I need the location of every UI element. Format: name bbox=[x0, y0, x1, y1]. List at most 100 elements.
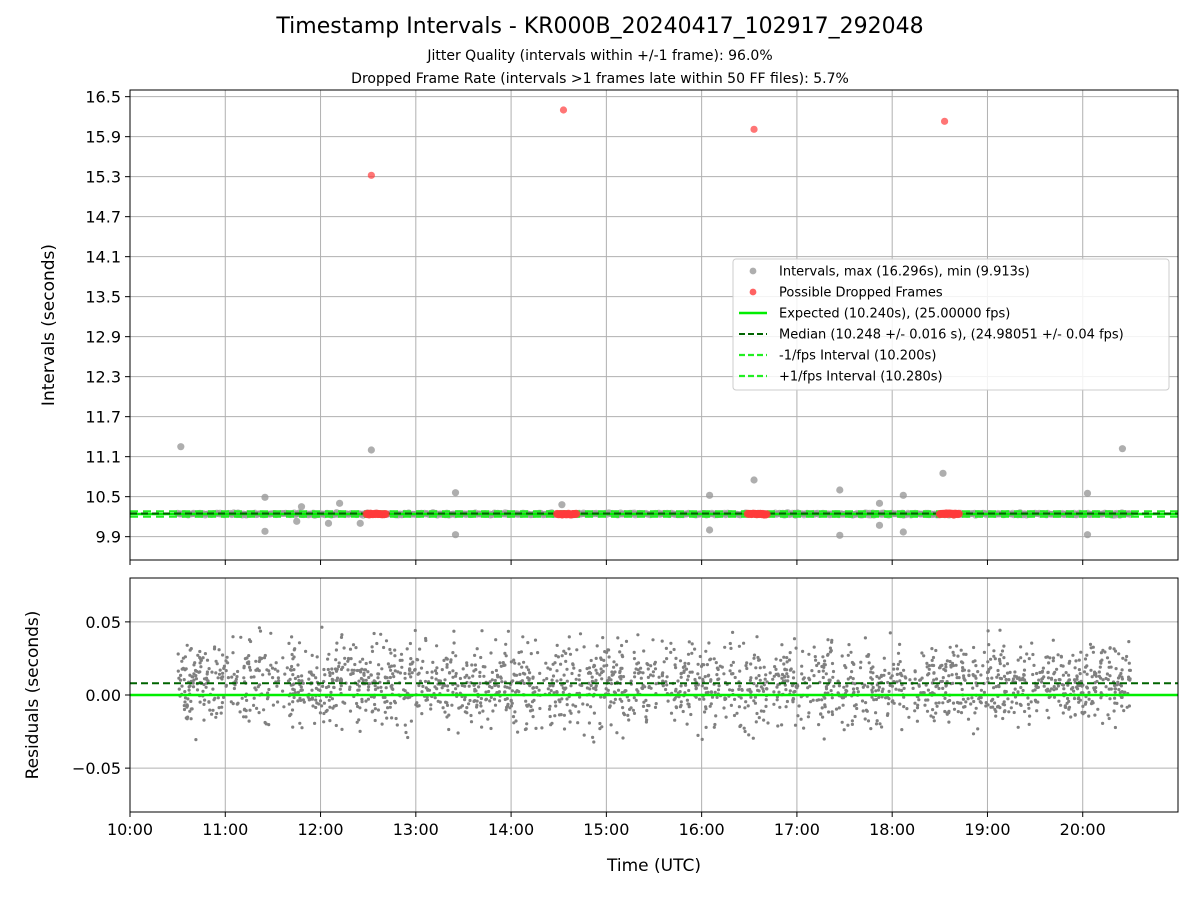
residual-point bbox=[504, 654, 508, 658]
residual-point bbox=[187, 688, 191, 692]
residual-point bbox=[307, 677, 311, 681]
residual-point bbox=[470, 663, 474, 667]
legend-marker bbox=[749, 288, 757, 296]
residual-point bbox=[1074, 659, 1078, 663]
residual-point bbox=[815, 698, 819, 702]
residual-point bbox=[503, 697, 507, 702]
residual-point bbox=[198, 670, 202, 674]
residual-point bbox=[715, 695, 719, 700]
residual-point bbox=[348, 647, 353, 651]
residual-point bbox=[1045, 655, 1050, 659]
residual-point bbox=[647, 704, 651, 708]
residual-point bbox=[1023, 678, 1027, 682]
residual-point bbox=[739, 723, 743, 728]
residual-point bbox=[420, 690, 424, 694]
residual-point bbox=[324, 709, 328, 714]
residual-point bbox=[473, 663, 477, 667]
residual-point bbox=[686, 678, 690, 682]
residual-point bbox=[687, 640, 691, 644]
residual-point bbox=[792, 637, 797, 641]
residual-point bbox=[248, 665, 252, 670]
residual-point bbox=[986, 670, 990, 674]
residual-point bbox=[996, 673, 1001, 677]
residual-point bbox=[941, 686, 945, 691]
residual-point bbox=[785, 656, 789, 660]
residual-point bbox=[506, 702, 510, 706]
residual-point bbox=[672, 647, 676, 652]
residual-point bbox=[1120, 704, 1124, 708]
residual-point bbox=[703, 710, 707, 714]
residual-point bbox=[590, 675, 594, 679]
residual-point bbox=[396, 670, 400, 674]
residual-point bbox=[267, 723, 271, 727]
residual-point bbox=[369, 673, 373, 677]
residual-point bbox=[851, 687, 856, 691]
residual-point bbox=[1029, 700, 1033, 704]
residual-point bbox=[752, 682, 756, 686]
residual-point bbox=[263, 653, 267, 658]
residual-point bbox=[932, 719, 936, 723]
residual-point bbox=[198, 700, 202, 704]
residual-point bbox=[935, 684, 939, 688]
residual-point bbox=[598, 721, 602, 726]
residual-point bbox=[293, 647, 297, 651]
residual-point bbox=[454, 654, 458, 658]
residual-point bbox=[729, 703, 734, 708]
residual-point bbox=[743, 729, 747, 734]
residual-point bbox=[273, 667, 277, 671]
dropped-frame-point bbox=[559, 106, 568, 114]
residual-point bbox=[500, 680, 504, 684]
residual-point bbox=[467, 676, 471, 680]
residual-point bbox=[1026, 696, 1030, 700]
residual-point bbox=[898, 702, 902, 706]
residual-point bbox=[1046, 670, 1050, 675]
residual-point bbox=[754, 720, 758, 724]
residual-point bbox=[748, 687, 752, 692]
residual-point bbox=[487, 689, 491, 694]
residual-point bbox=[944, 669, 948, 673]
residual-point bbox=[631, 708, 636, 712]
residual-point bbox=[991, 697, 995, 702]
residual-point bbox=[735, 711, 739, 715]
residual-point bbox=[878, 722, 882, 726]
residual-point bbox=[386, 662, 390, 666]
residual-point bbox=[807, 652, 811, 656]
residual-point bbox=[674, 656, 678, 661]
residual-point bbox=[1098, 665, 1102, 669]
residual-point bbox=[229, 700, 233, 704]
residual-point bbox=[1065, 701, 1069, 705]
residual-point bbox=[256, 685, 260, 689]
residual-point bbox=[263, 720, 267, 725]
residual-point bbox=[408, 668, 412, 673]
residual-point bbox=[393, 654, 397, 658]
residual-point bbox=[831, 675, 835, 679]
residual-point bbox=[1094, 686, 1098, 690]
residual-point bbox=[418, 679, 422, 683]
residual-point bbox=[343, 701, 347, 705]
residual-point bbox=[1015, 701, 1019, 705]
residual-point bbox=[589, 683, 593, 688]
residual-point bbox=[954, 672, 959, 676]
residual-point bbox=[192, 663, 196, 667]
residual-point bbox=[185, 643, 189, 647]
residual-point bbox=[752, 699, 756, 703]
residual-point bbox=[297, 641, 302, 645]
residual-point bbox=[429, 707, 433, 711]
residual-point bbox=[578, 669, 582, 673]
residual-point bbox=[375, 641, 379, 646]
residual-point bbox=[220, 705, 224, 709]
residual-point bbox=[823, 705, 827, 709]
residual-point bbox=[639, 666, 643, 670]
residual-point bbox=[367, 675, 371, 680]
residual-point bbox=[351, 643, 356, 647]
residual-point bbox=[577, 678, 581, 682]
residual-point bbox=[636, 689, 640, 694]
residual-point bbox=[532, 698, 536, 703]
residual-point bbox=[693, 647, 697, 651]
residual-point bbox=[202, 682, 206, 687]
residual-point bbox=[207, 667, 211, 671]
residual-point bbox=[361, 657, 365, 661]
residual-point bbox=[249, 639, 253, 644]
residual-point bbox=[287, 702, 291, 706]
residual-point bbox=[368, 660, 372, 665]
